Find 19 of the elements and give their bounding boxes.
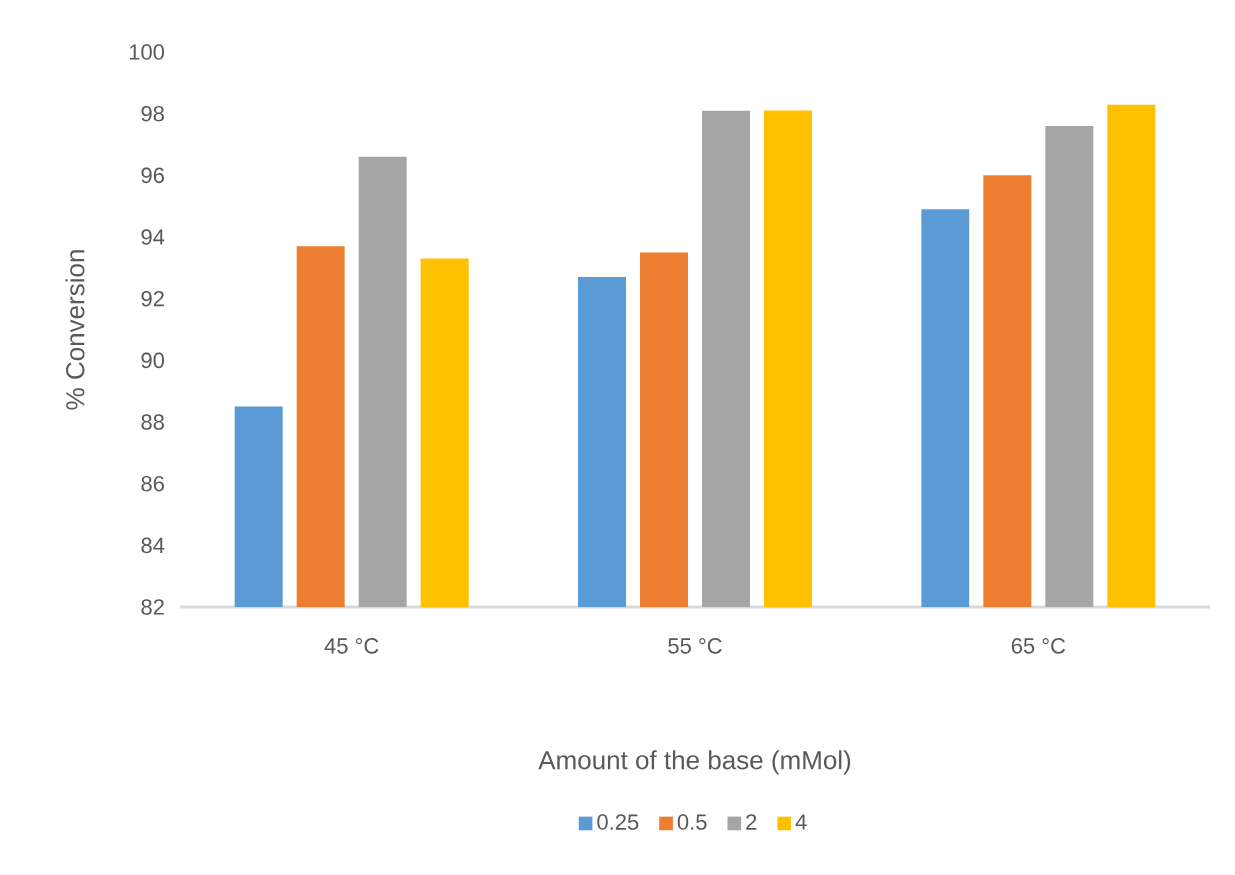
y-tick-label: 94 [141, 229, 165, 245]
x-tick-label: 45 °C [324, 638, 379, 654]
legend-label: 4 [795, 814, 807, 830]
y-tick-label: 98 [141, 105, 164, 122]
legend-label: 0.25 [597, 814, 639, 830]
y-tick-label: 90 [141, 352, 165, 369]
y-tick-label: 96 [141, 167, 164, 184]
y-axis-title: % Conversion [65, 250, 85, 410]
y-tick-label: 100 [129, 44, 165, 60]
y-tick-label: 84 [141, 537, 165, 554]
x-tick-label: 55 °C [668, 638, 722, 654]
legend-label: 0.5 [677, 814, 707, 830]
y-tick-label: 82 [141, 599, 164, 615]
x-tick-label: 65 °C [1011, 638, 1066, 654]
y-tick-label: 88 [141, 414, 164, 430]
y-tick-label: 86 [141, 475, 164, 492]
y-tick-label: 92 [141, 290, 164, 307]
x-axis-title: Amount of the base (mMol) [538, 750, 851, 775]
legend-label: 2 [746, 814, 757, 830]
